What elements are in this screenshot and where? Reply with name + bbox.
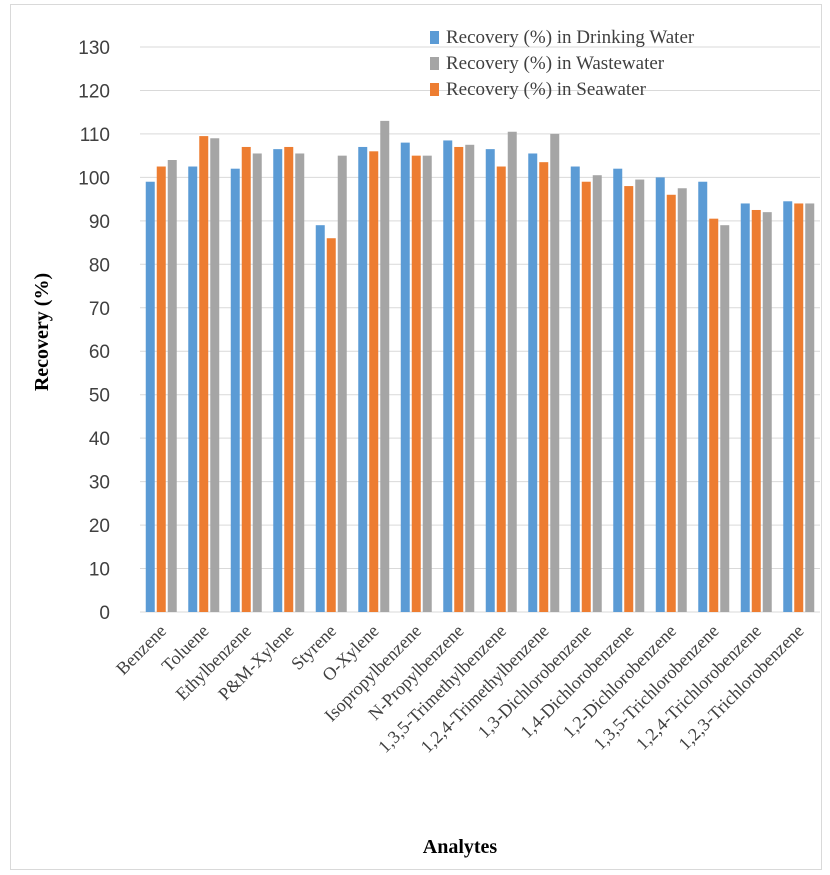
bar-recovery-in-drinking-water-2 bbox=[230, 168, 240, 612]
bar-recovery-in-wastewater-13 bbox=[720, 225, 730, 612]
bar-recovery-in-drinking-water-14 bbox=[740, 203, 750, 612]
bar-recovery-in-wastewater-5 bbox=[380, 120, 390, 612]
bar-recovery-in-drinking-water-0 bbox=[145, 181, 155, 612]
bar-recovery-in-wastewater-4 bbox=[337, 155, 347, 612]
y-tick-label: 100 bbox=[78, 168, 110, 189]
bar-recovery-in-seawater-15 bbox=[794, 203, 804, 612]
bar-recovery-in-wastewater-8 bbox=[507, 131, 517, 612]
legend-label: Recovery (%) in Drinking Water bbox=[446, 27, 695, 48]
bar-recovery-in-drinking-water-10 bbox=[570, 166, 580, 612]
y-tick-label: 70 bbox=[89, 299, 110, 320]
y-tick-label: 80 bbox=[89, 255, 110, 276]
bar-recovery-in-wastewater-7 bbox=[465, 144, 475, 613]
legend-label: Recovery (%) in Seawater bbox=[446, 79, 647, 100]
y-tick-label: 120 bbox=[78, 81, 110, 102]
bar-recovery-in-drinking-water-12 bbox=[655, 177, 665, 612]
y-tick-labels: 0 10 20 30 40 50 60 70 80 90 100 110 120 130 bbox=[78, 38, 110, 624]
bar-recovery-in-wastewater-3 bbox=[295, 153, 305, 612]
bar-recovery-in-seawater-6 bbox=[411, 155, 421, 612]
bar-recovery-in-drinking-water-5 bbox=[358, 146, 368, 612]
category-label: Benzene bbox=[112, 621, 170, 679]
y-tick-label: 60 bbox=[89, 342, 110, 363]
bar-recovery-in-seawater-9 bbox=[539, 162, 549, 612]
y-tick-label: 90 bbox=[89, 212, 110, 233]
bar-recovery-in-drinking-water-15 bbox=[783, 201, 793, 613]
bar-recovery-in-drinking-water-9 bbox=[528, 153, 538, 612]
bar-recovery-in-seawater-5 bbox=[369, 151, 379, 613]
bar-recovery-in-drinking-water-4 bbox=[315, 225, 325, 612]
bar-recovery-in-wastewater-2 bbox=[252, 153, 262, 612]
y-axis-title: Recovery (%) bbox=[31, 273, 53, 391]
x-axis-title: Analytes bbox=[423, 836, 498, 858]
bars bbox=[145, 120, 815, 613]
bar-recovery-in-seawater-3 bbox=[284, 146, 294, 612]
bar-recovery-in-wastewater-1 bbox=[210, 138, 220, 612]
bar-recovery-in-seawater-1 bbox=[199, 136, 209, 612]
bar-recovery-in-wastewater-9 bbox=[550, 133, 560, 612]
legend-swatch bbox=[430, 31, 439, 44]
bar-recovery-in-wastewater-11 bbox=[635, 179, 645, 613]
bar-recovery-in-drinking-water-11 bbox=[613, 168, 623, 612]
y-tick-label: 130 bbox=[78, 38, 110, 59]
legend-swatch bbox=[430, 57, 439, 70]
bar-recovery-in-drinking-water-1 bbox=[188, 166, 198, 612]
y-tick-label: 0 bbox=[99, 603, 110, 624]
bar-recovery-in-drinking-water-8 bbox=[485, 149, 495, 612]
category-labels: BenzeneTolueneEthylbenzeneP&M-XyleneStyr… bbox=[112, 621, 807, 757]
y-tick-label: 30 bbox=[89, 473, 110, 494]
bar-recovery-in-seawater-14 bbox=[751, 209, 761, 612]
y-tick-label: 110 bbox=[80, 125, 110, 146]
legend-label: Recovery (%) in Wastewater bbox=[446, 53, 665, 74]
bar-recovery-in-drinking-water-13 bbox=[698, 181, 708, 612]
bar-recovery-in-wastewater-12 bbox=[677, 188, 687, 612]
bar-recovery-in-wastewater-14 bbox=[762, 212, 772, 612]
bar-recovery-in-seawater-4 bbox=[326, 238, 336, 612]
bar-recovery-in-wastewater-0 bbox=[167, 160, 177, 612]
y-tick-label: 40 bbox=[89, 429, 110, 450]
bar-recovery-in-wastewater-6 bbox=[422, 155, 432, 612]
y-tick-label: 10 bbox=[89, 560, 110, 581]
bar-recovery-in-seawater-0 bbox=[156, 166, 166, 612]
bar-recovery-in-seawater-10 bbox=[581, 181, 591, 612]
bar-recovery-in-seawater-8 bbox=[496, 166, 506, 612]
legend: Recovery (%) in Drinking Water Recovery (… bbox=[430, 27, 695, 100]
bar-recovery-in-seawater-12 bbox=[666, 194, 676, 612]
bar-recovery-in-seawater-13 bbox=[709, 218, 719, 612]
bar-recovery-in-wastewater-10 bbox=[592, 175, 602, 612]
bar-recovery-in-seawater-2 bbox=[241, 146, 251, 612]
bar-recovery-in-drinking-water-6 bbox=[400, 142, 410, 612]
y-tick-label: 50 bbox=[89, 386, 110, 407]
bar-recovery-in-drinking-water-7 bbox=[443, 140, 453, 612]
bar-recovery-in-drinking-water-3 bbox=[273, 149, 283, 612]
bar-recovery-in-seawater-7 bbox=[454, 146, 464, 612]
y-tick-label: 20 bbox=[89, 516, 110, 537]
bar-recovery-in-wastewater-15 bbox=[805, 203, 815, 612]
legend-swatch bbox=[430, 83, 439, 96]
bar-recovery-in-seawater-11 bbox=[624, 186, 634, 613]
